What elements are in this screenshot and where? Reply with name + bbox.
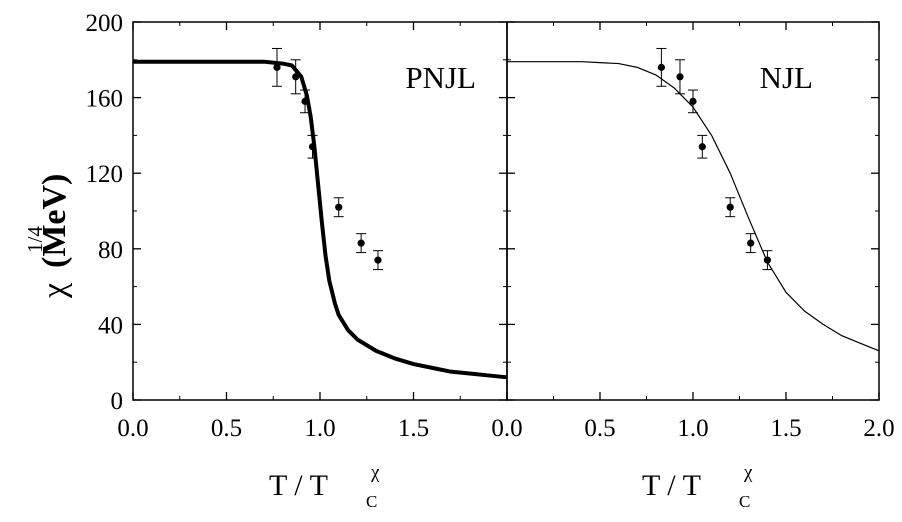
y-tick-label: 80 bbox=[98, 237, 123, 264]
data-point bbox=[747, 239, 755, 247]
x-axis-title: T / T bbox=[642, 469, 701, 502]
x-axis-title-superscript: χ bbox=[743, 462, 753, 483]
y-axis-title: χ bbox=[36, 283, 73, 299]
y-tick-label: 200 bbox=[86, 10, 124, 37]
y-tick-label: 120 bbox=[86, 161, 124, 188]
data-point bbox=[301, 97, 309, 105]
x-axis-title: T / T bbox=[269, 469, 328, 502]
plot-frame-2 bbox=[506, 21, 880, 401]
data-point bbox=[657, 63, 665, 71]
data-point bbox=[763, 256, 772, 264]
x-tick-label: 0.0 bbox=[491, 415, 522, 442]
data-point bbox=[689, 97, 697, 105]
panel-label-njl: NJL bbox=[760, 60, 813, 95]
data-point bbox=[374, 256, 382, 264]
data-point bbox=[308, 143, 317, 151]
y-tick-label: 40 bbox=[98, 312, 123, 339]
y-tick-label: 0 bbox=[111, 388, 124, 415]
data-point bbox=[726, 203, 734, 211]
x-tick-label: 1.0 bbox=[677, 415, 708, 442]
x-tick-label: 1.5 bbox=[770, 415, 801, 442]
data-point bbox=[273, 63, 281, 71]
data-point bbox=[357, 239, 365, 247]
panel-label-pnjl: PNJL bbox=[405, 60, 476, 95]
data-point bbox=[335, 203, 343, 211]
x-tick-label: 0.5 bbox=[211, 415, 242, 442]
x-tick-label: 1.0 bbox=[304, 415, 335, 442]
x-tick-label: 0.5 bbox=[584, 415, 615, 442]
x-tick-label: 0.0 bbox=[117, 415, 148, 442]
x-axis-title-subscript: C bbox=[739, 492, 750, 511]
data-point bbox=[292, 73, 300, 81]
x-tick-label: 1.5 bbox=[398, 415, 429, 442]
data-point bbox=[676, 73, 684, 81]
data-point bbox=[698, 143, 706, 151]
x-axis-title-superscript: χ bbox=[370, 462, 380, 483]
series-line-njl bbox=[507, 61, 880, 352]
x-axis-title-subscript: C bbox=[366, 492, 377, 511]
x-tick-label: 2.0 bbox=[863, 415, 894, 442]
y-tick-label: 160 bbox=[86, 86, 124, 113]
series-line-pnjl bbox=[133, 59, 508, 380]
y-axis-title-unit: (MeV) bbox=[36, 174, 73, 268]
y-axis-title-superscript: 1/4 bbox=[23, 226, 47, 253]
